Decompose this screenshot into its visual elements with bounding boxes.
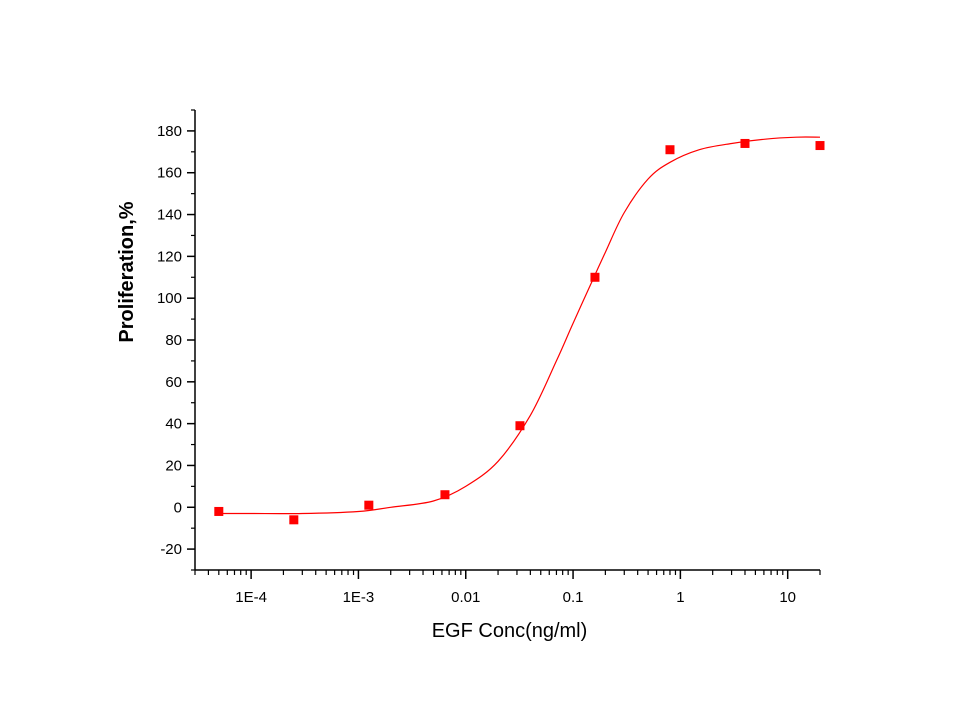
data-point	[214, 506, 224, 516]
y-tick-label: 120	[157, 248, 182, 265]
y-tick-label: 0	[174, 499, 182, 516]
fit-curve-layer	[218, 136, 821, 515]
y-tick-label: 20	[165, 457, 182, 474]
x-tick-label: 1	[676, 589, 684, 606]
x-tick-label: 0.1	[563, 589, 584, 606]
y-tick-label: 40	[165, 416, 182, 433]
y-axis-title: Proliferation,%	[116, 201, 138, 342]
data-point	[440, 490, 450, 500]
x-tick-label: 10	[779, 589, 796, 606]
data-point	[740, 138, 750, 148]
data-point	[590, 272, 600, 282]
y-tick-label: -20	[160, 541, 182, 558]
x-tick-label: 1E-3	[343, 589, 375, 606]
axes: -20 0 20 40 60 80 100 120 140 160 180 1E-4 1E-3 0.01 0…	[157, 109, 821, 606]
y-tick-label: 80	[165, 332, 182, 349]
x-tick-label: 1E-4	[235, 589, 267, 606]
y-tick-label: 180	[157, 123, 182, 140]
y-tick-label: 100	[157, 290, 182, 307]
data-points-layer	[214, 138, 825, 525]
data-point	[815, 141, 825, 151]
x-tick-label: 0.01	[451, 589, 480, 606]
y-tick-label: 60	[165, 374, 182, 391]
data-point	[364, 500, 374, 510]
data-point	[665, 145, 675, 155]
data-point	[515, 421, 525, 431]
fit-curve-line	[218, 136, 821, 515]
y-tick-label: 160	[157, 165, 182, 182]
data-point	[289, 515, 299, 525]
x-axis-title: EGF Conc(ng/ml)	[432, 620, 588, 642]
y-tick-label: 140	[157, 207, 182, 224]
